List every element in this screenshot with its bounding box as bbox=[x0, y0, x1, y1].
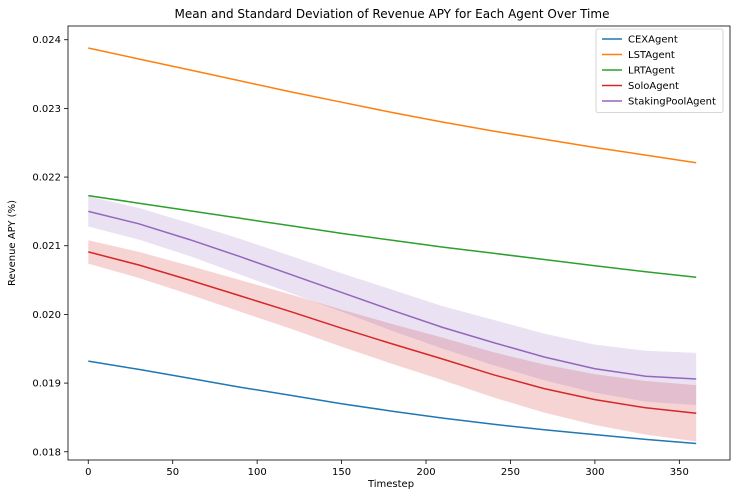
x-tick-label: 50 bbox=[166, 467, 179, 478]
y-axis: 0.018 0.019 0.020 0.021 0.022 0.023 0.024 bbox=[32, 35, 68, 458]
cexagent-line bbox=[88, 360, 697, 445]
stakingpoolagent-line bbox=[88, 210, 697, 380]
legend-label-lrtagent: LRTAgent bbox=[628, 66, 675, 77]
soloagent-std-band bbox=[88, 240, 697, 442]
x-tick-label: 0 bbox=[85, 467, 91, 478]
y-tick-label: 0.021 bbox=[32, 241, 61, 252]
y-tick-label: 0.022 bbox=[32, 173, 61, 184]
x-tick-label: 200 bbox=[416, 467, 435, 478]
x-tick-label: 300 bbox=[585, 467, 604, 478]
legend: CEXAgent LSTAgent LRTAgent SoloAgent Staking… bbox=[595, 28, 724, 113]
chart-title: Mean and Standard Deviation of Revenue A… bbox=[175, 7, 610, 21]
legend-label-cexagent: CEXAgent bbox=[628, 35, 678, 46]
plot-frame bbox=[67, 25, 731, 461]
legend-label-stakingpoolagent: StakingPoolAgent bbox=[628, 97, 716, 108]
lstagent-line bbox=[88, 47, 697, 164]
soloagent-line bbox=[88, 251, 697, 415]
legend-label-lstagent: LSTAgent bbox=[628, 50, 675, 61]
x-tick-label: 150 bbox=[332, 467, 351, 478]
y-tick-label: 0.018 bbox=[32, 447, 61, 458]
y-tick-label: 0.024 bbox=[32, 35, 61, 46]
x-tick-label: 350 bbox=[670, 467, 689, 478]
y-tick-label: 0.023 bbox=[32, 104, 61, 115]
lrtagent-line bbox=[88, 194, 697, 279]
y-axis-label: Revenue APY (%) bbox=[7, 200, 18, 286]
legend-box bbox=[595, 28, 724, 113]
plot-area bbox=[88, 47, 697, 445]
x-tick-label: 250 bbox=[501, 467, 520, 478]
x-axis-label: Timestep bbox=[367, 479, 414, 490]
legend-label-soloagent: SoloAgent bbox=[628, 81, 679, 92]
y-tick-label: 0.019 bbox=[32, 379, 61, 390]
x-tick-label: 100 bbox=[248, 467, 267, 478]
y-tick-label: 0.020 bbox=[32, 310, 61, 321]
x-axis: 0 50 100 150 200 250 300 350 bbox=[85, 460, 689, 478]
stakingpoolagent-std-band bbox=[88, 196, 697, 406]
